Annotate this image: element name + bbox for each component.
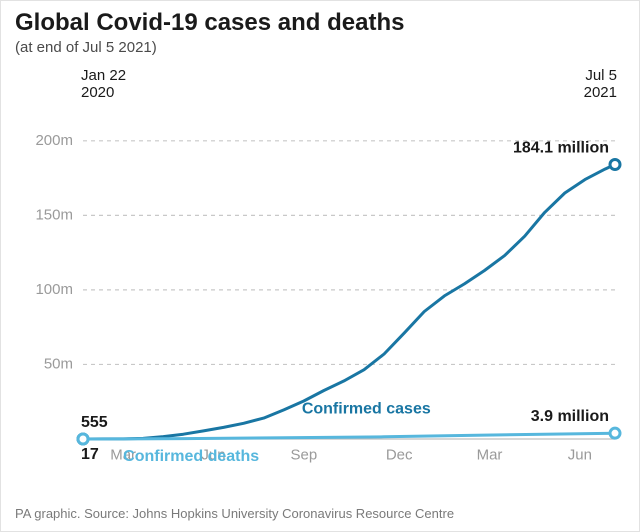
end-date-line1: Jul 5 bbox=[585, 67, 617, 84]
chart-area: 50m100m150m200mMarJunSepDecMarJun184.1 m… bbox=[15, 107, 627, 477]
x-tick-label: Dec bbox=[386, 446, 413, 463]
footer-source: PA graphic. Source: Johns Hopkins Univer… bbox=[15, 506, 454, 521]
end-date-line2: 2021 bbox=[584, 84, 617, 101]
chart-svg: 50m100m150m200mMarJunSepDecMarJun184.1 m… bbox=[15, 107, 627, 477]
x-tick-label: Jun bbox=[568, 446, 592, 463]
deaths-series-label: Confirmed deaths bbox=[123, 448, 259, 465]
x-tick-label: Sep bbox=[290, 446, 317, 463]
y-tick-label: 50m bbox=[44, 355, 73, 372]
cases-start-label: 555 bbox=[81, 414, 108, 431]
start-marker-deaths bbox=[78, 434, 88, 444]
end-marker-cases bbox=[610, 160, 620, 170]
start-date-label: Jan 22 2020 bbox=[81, 67, 126, 102]
cases-end-label: 184.1 million bbox=[513, 140, 609, 157]
start-date-line2: 2020 bbox=[81, 84, 114, 101]
page-title: Global Covid-19 cases and deaths bbox=[15, 9, 404, 37]
y-tick-label: 100m bbox=[35, 281, 73, 298]
end-marker-deaths bbox=[610, 428, 620, 438]
start-date-line1: Jan 22 bbox=[81, 67, 126, 84]
x-tick-label: Mar bbox=[477, 446, 503, 463]
subtitle: (at end of Jul 5 2021) bbox=[15, 39, 157, 56]
deaths-start-label: 17 bbox=[81, 446, 99, 463]
y-tick-label: 150m bbox=[35, 206, 73, 223]
deaths-end-label: 3.9 million bbox=[531, 408, 609, 425]
end-date-label: Jul 5 2021 bbox=[584, 67, 617, 102]
y-tick-label: 200m bbox=[35, 132, 73, 149]
cases-series-label: Confirmed cases bbox=[302, 401, 431, 418]
chart-frame: Global Covid-19 cases and deaths (at end… bbox=[0, 0, 640, 532]
series-line-cases bbox=[83, 165, 615, 440]
